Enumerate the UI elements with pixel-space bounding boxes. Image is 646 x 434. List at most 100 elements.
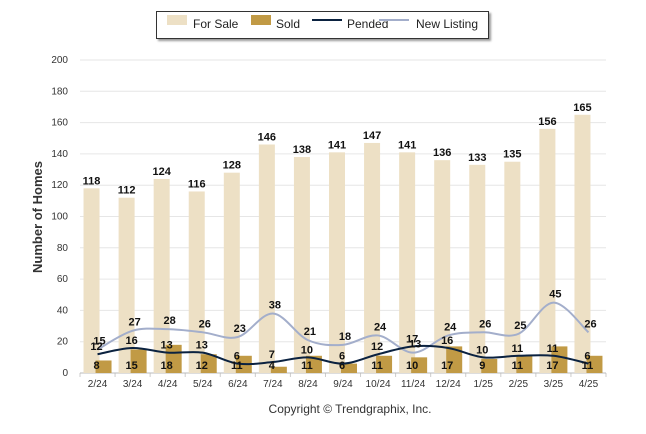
- label-pended: 12: [371, 341, 383, 353]
- label-for-sale: 165: [573, 102, 591, 114]
- bar-for-sale: [469, 164, 486, 373]
- label-for-sale: 147: [363, 130, 381, 142]
- label-for-sale: 138: [293, 144, 311, 156]
- bar-for-sale: [293, 157, 310, 373]
- bar-sold: [200, 354, 217, 373]
- axes: 0 20 40 60 80 100 120 140 160 180 200 2/24 3/24 4/24 5…: [51, 55, 607, 390]
- x-tick-label: 6/24: [228, 379, 248, 390]
- label-new-listing: 27: [128, 317, 140, 329]
- bar-for-sale: [83, 188, 100, 373]
- label-new-listing: 26: [199, 318, 211, 330]
- label-for-sale: 124: [152, 166, 171, 178]
- label-pended: 13: [161, 340, 173, 352]
- label-pended: 13: [196, 340, 208, 352]
- y-tick-label: 120: [51, 180, 68, 191]
- label-pended: 11: [512, 343, 524, 355]
- label-for-sale: 135: [503, 149, 521, 161]
- bar-for-sale: [504, 161, 521, 373]
- label-pended: 16: [441, 335, 453, 347]
- y-tick-label: 0: [62, 368, 68, 379]
- label-for-sale: 146: [258, 132, 276, 144]
- label-pended: 17: [406, 333, 418, 345]
- label-sold: 11: [512, 360, 524, 372]
- bar-sold: [305, 355, 322, 373]
- label-pended: 6: [234, 351, 240, 363]
- bar-sold: [411, 357, 428, 373]
- label-sold: 17: [546, 360, 558, 372]
- label-new-listing: 15: [93, 336, 105, 348]
- x-tick-label: 12/24: [436, 379, 461, 390]
- bar-sold: [95, 360, 112, 373]
- bar-for-sale: [153, 178, 170, 373]
- y-tick-label: 40: [57, 305, 69, 316]
- bars: [83, 114, 603, 374]
- label-sold: 18: [161, 360, 173, 372]
- label-new-listing: 24: [444, 321, 457, 333]
- legend-label-new-listing: New Listing: [416, 17, 479, 31]
- label-pended: 7: [269, 349, 275, 361]
- bar-for-sale: [258, 144, 275, 373]
- y-axis-label: Number of Homes: [30, 161, 45, 273]
- bar-for-sale: [223, 172, 240, 373]
- bar-for-sale: [118, 197, 135, 373]
- label-for-sale: 128: [223, 160, 241, 172]
- label-new-listing: 26: [584, 318, 596, 330]
- x-tick-label: 10/24: [366, 379, 391, 390]
- x-tick-label: 4/25: [579, 379, 599, 390]
- x-tick-label: 3/24: [123, 379, 143, 390]
- label-for-sale: 112: [118, 185, 136, 197]
- y-tick-label: 160: [51, 118, 68, 129]
- legend-swatch-pended: [312, 19, 342, 21]
- y-tick-label: 20: [57, 337, 69, 348]
- x-tick-label: 1/25: [474, 379, 494, 390]
- x-tick-label: 11/24: [401, 379, 426, 390]
- bar-for-sale: [364, 142, 381, 373]
- legend-label-for-sale: For Sale: [193, 17, 239, 31]
- x-tick-label: 9/24: [333, 379, 353, 390]
- copyright-text: Copyright © Trendgraphix, Inc.: [269, 402, 432, 416]
- x-tick-label: 7/24: [263, 379, 283, 390]
- legend-label-sold: Sold: [276, 17, 301, 31]
- label-for-sale: 156: [538, 116, 556, 128]
- label-sold: 9: [479, 360, 485, 372]
- label-new-listing: 23: [234, 323, 246, 335]
- label-pended: 16: [125, 335, 137, 347]
- bar-sold: [341, 363, 357, 373]
- label-for-sale: 118: [83, 175, 101, 187]
- label-sold: 6: [339, 360, 345, 372]
- bar-sold: [551, 346, 568, 373]
- legend-label-pended: Pended: [347, 17, 389, 31]
- label-pended: 6: [584, 351, 590, 363]
- lines: [97, 301, 590, 366]
- bar-sold: [586, 355, 603, 373]
- label-sold: 11: [301, 360, 313, 372]
- bar-sold: [270, 366, 287, 373]
- label-pended: 12: [90, 341, 102, 353]
- bar-for-sale: [329, 152, 345, 373]
- bar-sold: [481, 358, 498, 373]
- y-tick-label: 140: [51, 149, 68, 160]
- label-pended: 10: [476, 344, 488, 356]
- y-tick-label: 200: [51, 55, 68, 66]
- bar-for-sale: [574, 114, 591, 374]
- label-for-sale: 141: [328, 139, 346, 151]
- label-new-listing: 21: [304, 326, 316, 338]
- y-tick-label: 100: [51, 212, 68, 223]
- x-tick-label: 4/24: [158, 379, 178, 390]
- legend: For Sale Sold Pended New Listing: [156, 11, 489, 39]
- label-sold: 15: [125, 360, 137, 372]
- label-new-listing: 25: [514, 320, 526, 332]
- line-new-listing: [97, 301, 590, 354]
- label-for-sale: 133: [468, 152, 486, 164]
- legend-swatch-new-listing: [379, 19, 409, 21]
- label-pended: 11: [547, 343, 559, 355]
- x-tick-label: 2/24: [88, 379, 108, 390]
- label-new-listing: 13: [409, 339, 421, 351]
- bar-sold: [130, 349, 147, 373]
- label-sold: 12: [196, 360, 208, 372]
- label-sold: 17: [441, 360, 453, 372]
- label-new-listing: 45: [549, 289, 561, 301]
- label-new-listing: 28: [164, 315, 176, 327]
- label-sold: 11: [231, 360, 243, 372]
- bar-sold: [376, 355, 393, 373]
